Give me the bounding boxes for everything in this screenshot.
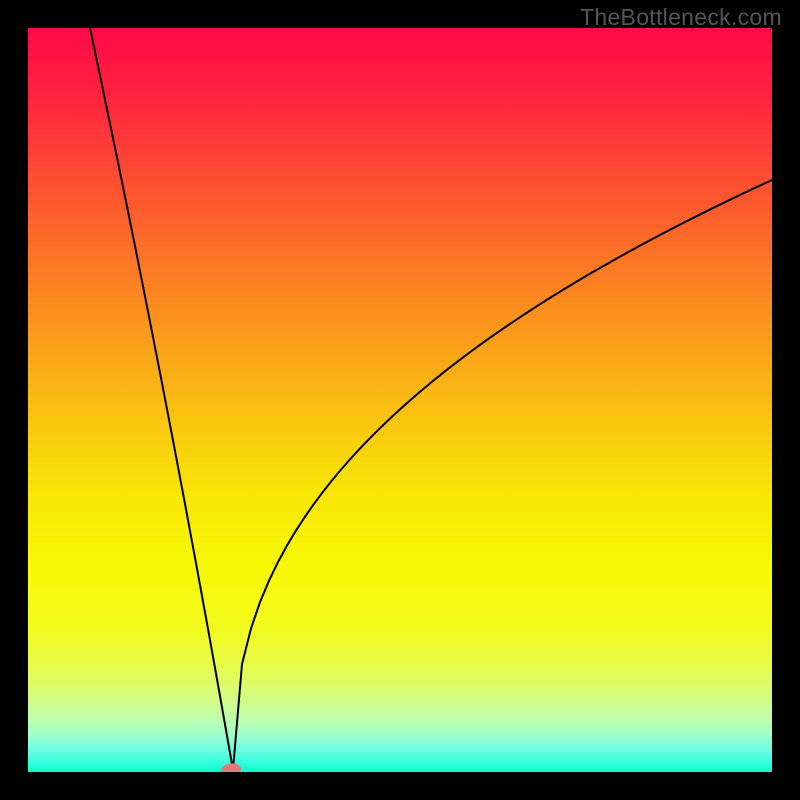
watermark-text: TheBottleneck.com [580, 4, 782, 31]
plot-area [28, 28, 772, 772]
gradient-background [28, 28, 772, 772]
plot-svg [28, 28, 772, 772]
